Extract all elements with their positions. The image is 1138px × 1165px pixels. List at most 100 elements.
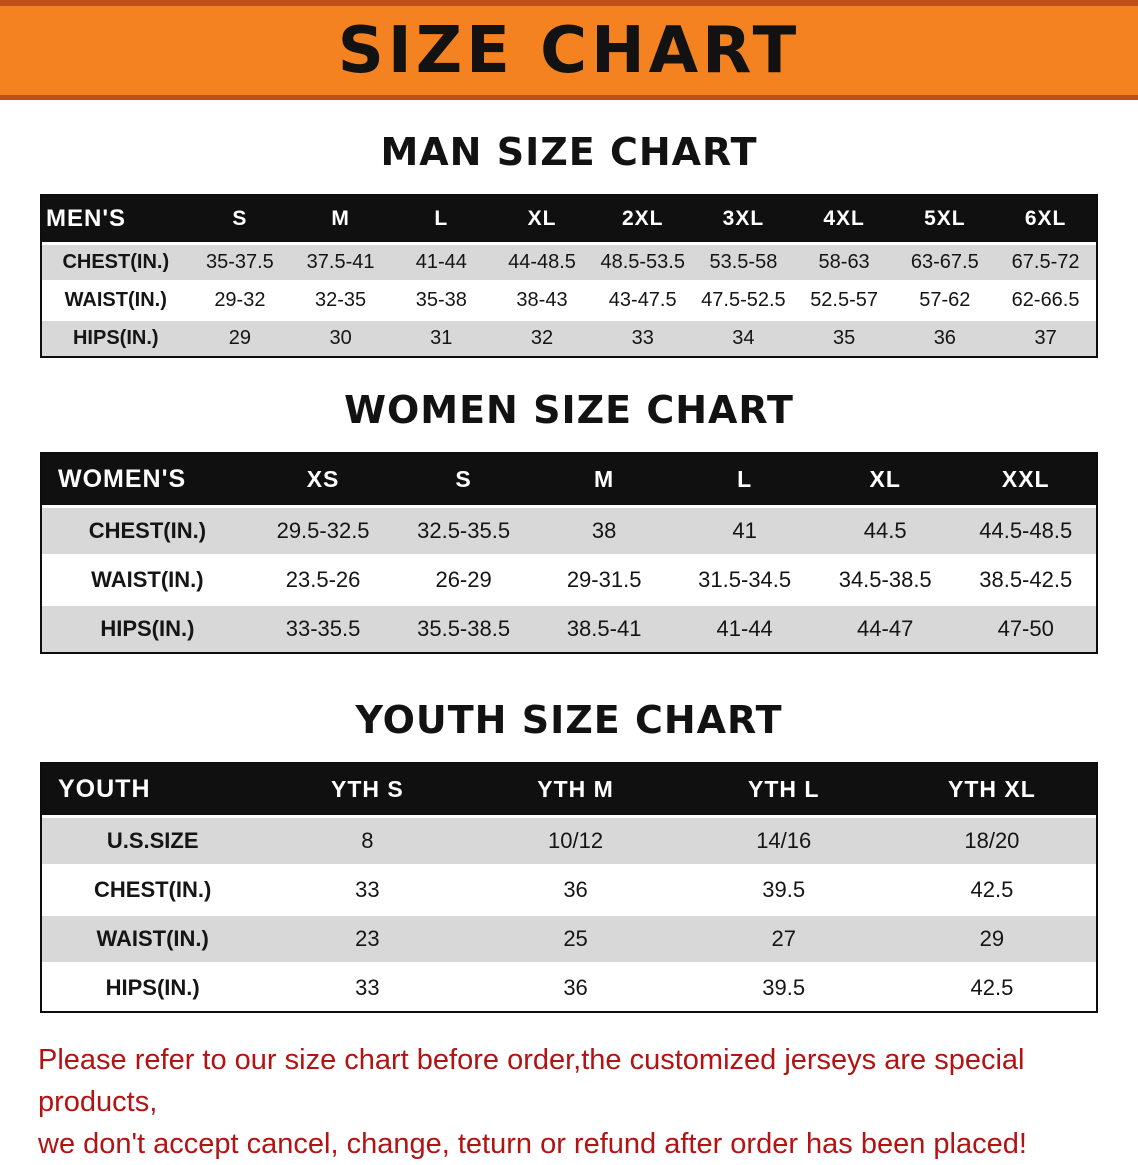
table-corner-label: YOUTH (42, 764, 264, 818)
banner-title: SIZE CHART (337, 13, 801, 88)
table-row: CHEST(IN.) 29.5-32.5 32.5-35.5 38 41 44.5 44.5… (42, 506, 1096, 557)
size-value: 62-66.5 (995, 281, 1096, 321)
measurement-row-label: CHEST(IN.) (42, 865, 264, 916)
table-row: HIPS(IN.) 29 30 31 32 33 34 35 36 37 (42, 319, 1096, 356)
size-value: 8 (263, 816, 472, 867)
measurement-row-label: WAIST(IN.) (42, 914, 264, 965)
order-policy-line-2: we don't accept cancel, change, teturn o… (38, 1128, 1027, 1161)
size-value: 44-48.5 (491, 243, 593, 283)
size-value: 53.5-58 (693, 243, 794, 283)
size-value: 29 (887, 914, 1096, 965)
size-value: 37.5-41 (290, 243, 391, 283)
size-value: 41 (674, 506, 815, 557)
size-value: 38 (533, 506, 675, 557)
youth-size-chart-section: YOUTH SIZE CHART YOUTH YTH S YTH M YTH L YTH… (40, 698, 1098, 1013)
table-row: HIPS(IN.) 33-35.5 35.5-38.5 38.5-41 41-44 44-… (42, 604, 1096, 652)
size-value: 35 (832, 327, 856, 349)
table-row: CHEST(IN.) 35-37.5 37.5-41 41-44 44-48.5 48.5… (42, 243, 1096, 283)
measurement-row-label: HIPS(IN.) (100, 616, 195, 641)
size-chart-content: MAN SIZE CHART MEN'S S M L XL 2XL 3XL 4XL 5XL 6XL… (0, 130, 1138, 1013)
size-value: 32.5-35.5 (393, 506, 534, 557)
table-row: WAIST(IN.) 29-32 32-35 35-38 38-43 43-47.5 47.… (42, 281, 1096, 321)
size-value: 44.5-48.5 (955, 506, 1096, 557)
size-column-header: 6XL (995, 196, 1096, 245)
size-value: 29-31.5 (533, 555, 675, 606)
size-value: 48.5-53.5 (592, 243, 694, 283)
size-value: 38.5-41 (566, 616, 642, 641)
table-header-row: MEN'S S M L XL 2XL 3XL 4XL 5XL 6XL (42, 196, 1096, 245)
size-value: 44-47 (857, 616, 914, 641)
size-value: 34 (732, 327, 755, 349)
table-row: WAIST(IN.) 23 25 27 29 (42, 914, 1096, 965)
size-value: 42.5 (970, 975, 1014, 1000)
size-column-header: XS (252, 454, 394, 508)
women-size-chart-heading: WOMEN SIZE CHART (344, 388, 794, 432)
size-value: 67.5-72 (995, 243, 1096, 283)
size-value: 29 (228, 327, 252, 349)
order-policy-line-1: Please refer to our size chart before or… (38, 1044, 1025, 1119)
size-value: 34.5-38.5 (814, 555, 956, 606)
size-column-header: S (393, 454, 534, 508)
size-value: 39.5 (679, 865, 888, 916)
size-value: 32-35 (290, 281, 391, 321)
table-header-row: YOUTH YTH S YTH M YTH L YTH XL (42, 764, 1096, 818)
size-value: 41-44 (716, 616, 773, 641)
measurement-row-label: CHEST(IN.) (42, 506, 253, 557)
size-chart-banner: SIZE CHART (0, 0, 1138, 100)
size-value: 44.5 (814, 506, 956, 557)
size-value: 36 (933, 327, 956, 349)
size-column-header: XXL (955, 454, 1096, 508)
table-corner-label: MEN'S (42, 196, 190, 245)
womens-size-table: WOMEN'S XS S M L XL XXL CHEST(IN.) 29.5-32.5 32.5… (42, 454, 1096, 652)
measurement-row-label: WAIST(IN.) (42, 281, 190, 321)
size-value: 38-43 (491, 281, 593, 321)
measurement-row-label: U.S.SIZE (42, 816, 264, 867)
man-size-chart-heading: MAN SIZE CHART (380, 130, 758, 174)
measurement-row-label: HIPS(IN.) (72, 327, 159, 349)
table-row: U.S.SIZE 8 10/12 14/16 18/20 (42, 816, 1096, 867)
mens-size-table: MEN'S S M L XL 2XL 3XL 4XL 5XL 6XL CHEST(IN.) 35-37… (42, 196, 1096, 356)
size-value: 14/16 (679, 816, 888, 867)
women-size-chart-section: WOMEN SIZE CHART WOMEN'S XS S M L XL XXL CHEST(… (40, 388, 1098, 654)
size-column-header: YTH XL (887, 764, 1096, 818)
size-value: 29.5-32.5 (252, 506, 394, 557)
table-row: CHEST(IN.) 33 36 39.5 42.5 (42, 865, 1096, 916)
size-value: 36 (563, 975, 588, 1000)
size-value: 43-47.5 (592, 281, 694, 321)
measurement-row-label: WAIST(IN.) (42, 555, 253, 606)
size-column-header: 3XL (693, 196, 794, 245)
size-value: 63-67.5 (894, 243, 996, 283)
size-column-header: YTH M (471, 764, 680, 818)
size-value: 52.5-57 (793, 281, 895, 321)
table-header-row: WOMEN'S XS S M L XL XXL (42, 454, 1096, 508)
size-column-header: L (674, 454, 815, 508)
size-value: 31.5-34.5 (674, 555, 815, 606)
size-value: 18/20 (887, 816, 1096, 867)
size-value: 23 (263, 914, 472, 965)
size-column-header: 5XL (894, 196, 996, 245)
size-value: 36 (471, 865, 680, 916)
size-column-header: M (290, 196, 391, 245)
order-policy-notice: Please refer to our size chart before or… (0, 1039, 1138, 1165)
size-value: 23.5-26 (252, 555, 394, 606)
size-column-header: YTH S (263, 764, 472, 818)
size-value: 35.5-38.5 (417, 616, 511, 641)
measurement-row-label: HIPS(IN.) (105, 975, 200, 1000)
man-size-chart-section: MAN SIZE CHART MEN'S S M L XL 2XL 3XL 4XL 5XL 6XL… (40, 130, 1098, 358)
size-value: 35-38 (390, 281, 492, 321)
size-column-header: S (189, 196, 291, 245)
size-value: 37 (1034, 327, 1057, 349)
youth-size-table: YOUTH YTH S YTH M YTH L YTH XL U.S.SIZE 8 10/12… (42, 764, 1096, 1011)
size-value: 35-37.5 (189, 243, 291, 283)
size-value: 33 (631, 327, 654, 349)
size-value: 32 (530, 327, 554, 349)
table-row: WAIST(IN.) 23.5-26 26-29 29-31.5 31.5-34.5 34… (42, 555, 1096, 606)
measurement-row-label: CHEST(IN.) (42, 243, 190, 283)
size-value: 58-63 (793, 243, 895, 283)
size-value: 33-35.5 (285, 616, 361, 641)
youth-table-frame: YOUTH YTH S YTH M YTH L YTH XL U.S.SIZE 8 10/12… (40, 762, 1098, 1013)
size-value: 47.5-52.5 (693, 281, 794, 321)
size-value: 41-44 (390, 243, 492, 283)
size-value: 42.5 (887, 865, 1096, 916)
size-value: 25 (471, 914, 680, 965)
